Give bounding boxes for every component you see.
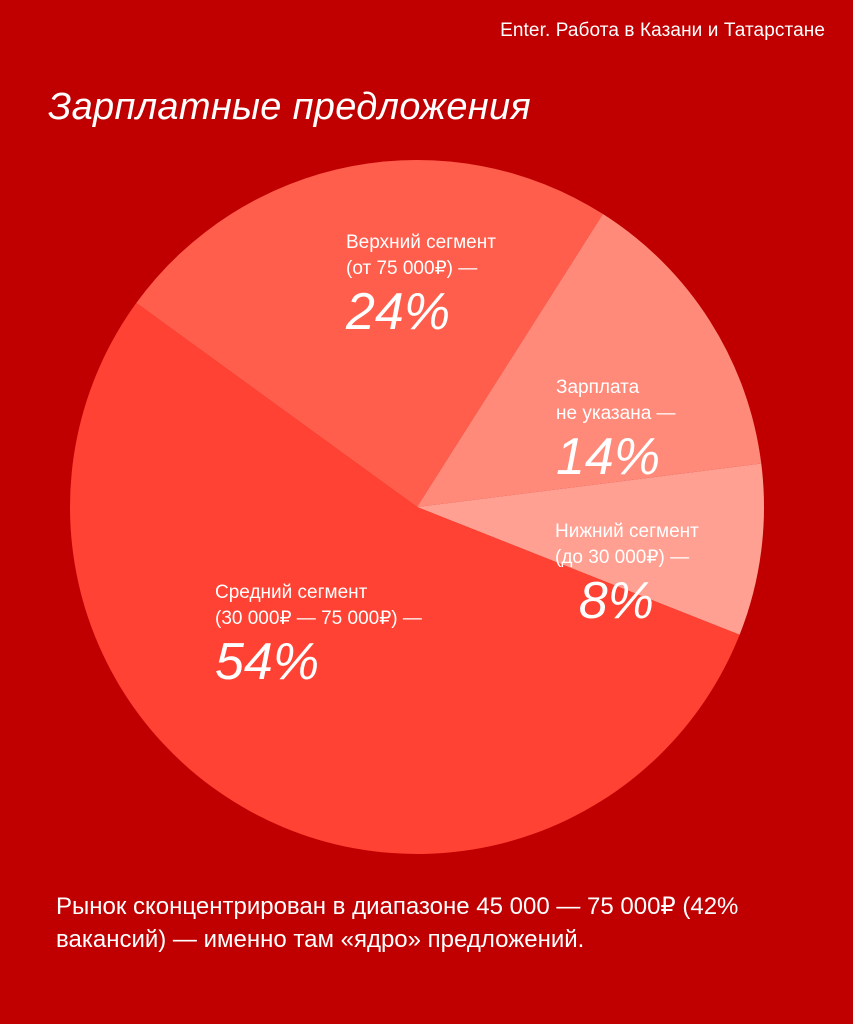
- pie-slice-2: [417, 463, 764, 635]
- pie-slice-3: [69, 303, 740, 855]
- slice-range: (до 30 000₽) —: [555, 547, 690, 568]
- footnote: Рынок сконцентрирован в диапазоне 45 000…: [56, 893, 739, 953]
- slice-percent: 24%: [346, 283, 451, 341]
- slice-label-unspecified: Зарплата не указана — 14%: [556, 375, 676, 485]
- slice-label-lower: Нижний сегмент (до 30 000₽) — 8%: [555, 519, 699, 629]
- source-label: Enter. Работа в Казани и Татарстане: [500, 20, 825, 41]
- slice-label-upper: Верхний сегмент (от 75 000₽) — 24%: [346, 230, 496, 340]
- pie-slice-0: [136, 160, 603, 507]
- chart-title: Зарплатные предложения: [48, 86, 531, 128]
- slice-name: Верхний сегмент: [346, 232, 496, 253]
- slice-range: не указана —: [556, 403, 676, 424]
- pie-slices: [69, 160, 764, 855]
- slice-percent: 14%: [556, 428, 661, 486]
- slice-name: Зарплата: [556, 377, 640, 398]
- pie-slice-1: [417, 214, 762, 507]
- slice-range: (30 000₽ — 75 000₽) —: [215, 608, 422, 629]
- slice-name: Нижний сегмент: [555, 521, 699, 542]
- slice-name: Средний сегмент: [215, 582, 368, 603]
- slice-label-middle: Средний сегмент (30 000₽ — 75 000₽) — 54…: [215, 580, 422, 690]
- slice-percent: 54%: [215, 633, 320, 691]
- slice-percent: 8%: [578, 572, 654, 630]
- slice-range: (от 75 000₽) —: [346, 258, 478, 279]
